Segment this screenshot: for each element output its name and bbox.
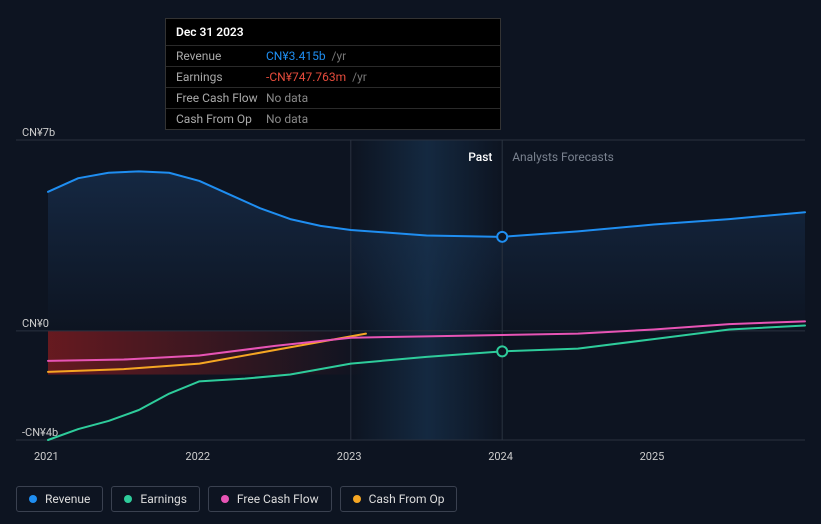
legend-dot-icon: [353, 495, 361, 503]
y-axis-label: -CN¥4b: [22, 426, 58, 439]
legend-label: Revenue: [45, 492, 90, 506]
y-axis-label: CN¥7b: [22, 126, 55, 139]
x-axis-label: 2021: [34, 450, 59, 463]
chart-tooltip: Dec 31 2023 RevenueCN¥3.415b /yrEarnings…: [165, 18, 501, 130]
legend-item-fcf[interactable]: Free Cash Flow: [208, 486, 332, 512]
x-axis-label: 2022: [185, 450, 210, 463]
legend-label: Earnings: [140, 492, 187, 506]
tooltip-row-value: CN¥3.415b /yr: [266, 49, 490, 63]
legend-item-revenue[interactable]: Revenue: [16, 486, 103, 512]
section-label-forecasts: Analysts Forecasts: [512, 150, 614, 164]
tooltip-row-label: Earnings: [176, 70, 266, 84]
legend-label: Cash From Op: [369, 492, 445, 506]
marker-earnings: [497, 346, 507, 356]
tooltip-row-label: Free Cash Flow: [176, 91, 266, 105]
marker-revenue: [497, 232, 507, 242]
x-axis-label: 2023: [337, 450, 362, 463]
legend-label: Free Cash Flow: [237, 492, 319, 506]
tooltip-date: Dec 31 2023: [166, 19, 500, 45]
tooltip-row: RevenueCN¥3.415b /yr: [166, 45, 500, 66]
legend-dot-icon: [29, 495, 37, 503]
y-axis-label: CN¥0: [22, 317, 49, 330]
x-axis-label: 2025: [640, 450, 665, 463]
spotlight: [352, 140, 502, 440]
tooltip-row-label: Revenue: [176, 49, 266, 63]
legend-dot-icon: [124, 495, 132, 503]
legend-dot-icon: [221, 495, 229, 503]
chart-legend: Revenue Earnings Free Cash Flow Cash From O…: [16, 486, 457, 512]
tooltip-row: Free Cash FlowNo data: [166, 87, 500, 108]
loss-area: [48, 331, 366, 375]
tooltip-row: Cash From OpNo data: [166, 108, 500, 129]
tooltip-row-value: -CN¥747.763m /yr: [266, 70, 490, 84]
section-label-past: Past: [468, 150, 492, 164]
tooltip-row-value: No data: [266, 112, 490, 126]
tooltip-row-label: Cash From Op: [176, 112, 266, 126]
x-axis-label: 2024: [488, 450, 513, 463]
legend-item-earnings[interactable]: Earnings: [111, 486, 200, 512]
tooltip-row: Earnings-CN¥747.763m /yr: [166, 66, 500, 87]
tooltip-row-value: No data: [266, 91, 490, 105]
legend-item-cfo[interactable]: Cash From Op: [340, 486, 458, 512]
